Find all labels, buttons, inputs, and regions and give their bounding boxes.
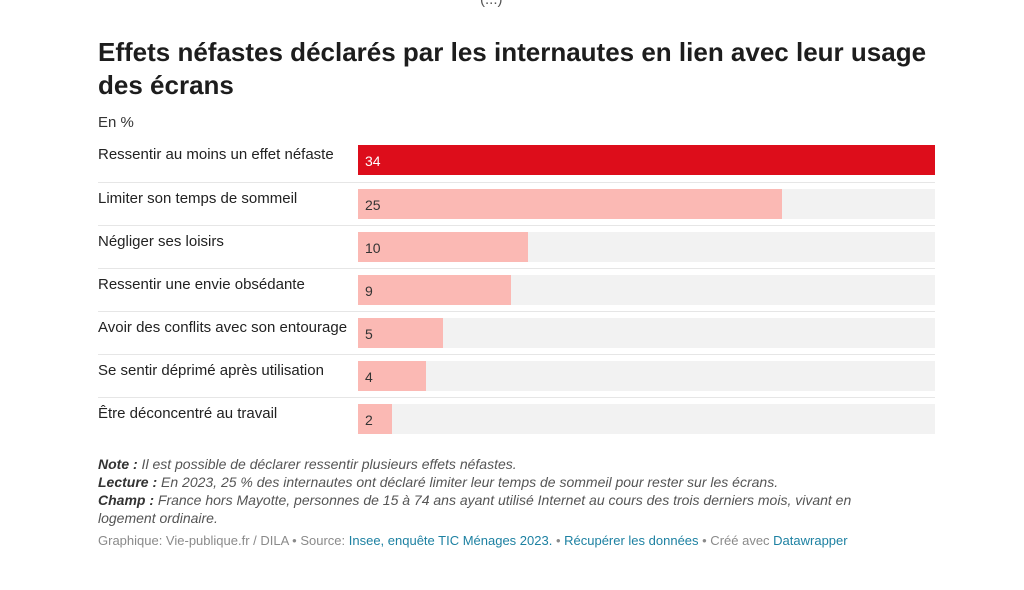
category-label: Ressentir une envie obsédante xyxy=(98,276,305,293)
bar-value-label: 34 xyxy=(365,153,381,169)
bar-track: 34 xyxy=(358,145,935,175)
credit-text: Graphique: Vie-publique.fr / DILA xyxy=(98,533,289,548)
source-link[interactable]: Insee, enquête TIC Ménages 2023. xyxy=(348,533,553,548)
chart-row: Être déconcentré au travail 2 xyxy=(98,397,935,441)
chart-row: Ressentir une envie obsédante 9 xyxy=(98,268,935,312)
lecture-line: Lecture : En 2023, 25 % des internautes … xyxy=(98,473,898,491)
category-label: Se sentir déprimé après utilisation xyxy=(98,362,324,379)
chart-title: Effets néfastes déclarés par les interna… xyxy=(98,37,927,100)
bar-track: 10 xyxy=(358,232,935,262)
bar-track: 5 xyxy=(358,318,935,348)
data-separator: • xyxy=(552,533,565,548)
category-label: Être déconcentré au travail xyxy=(98,405,278,422)
download-data-link[interactable]: Récupérer les données xyxy=(564,533,699,548)
chart-row: Négliger ses loisirs 10 xyxy=(98,225,935,269)
bar-track: 4 xyxy=(358,361,935,391)
source-separator: • Source: xyxy=(288,533,349,548)
tool-separator: • Créé avec xyxy=(698,533,774,548)
bar-value-label: 2 xyxy=(365,412,373,428)
bar-track: 2 xyxy=(358,404,935,434)
chart-notes: Note : Il est possible de déclarer resse… xyxy=(98,455,898,527)
chart-subtitle: En % xyxy=(98,114,134,131)
bar-value-label: 25 xyxy=(365,197,381,213)
category-label: Avoir des conflits avec son entourage xyxy=(98,319,348,336)
champ-text: France hors Mayotte, personnes de 15 à 7… xyxy=(98,492,852,526)
champ-line: Champ : France hors Mayotte, personnes d… xyxy=(98,491,898,527)
category-label: Ressentir au moins un effet néfaste xyxy=(98,146,334,163)
chart-row: Avoir des conflits avec son entourage 5 xyxy=(98,311,935,355)
bar-value-label: 5 xyxy=(365,326,373,342)
bar xyxy=(358,361,426,391)
chart-row: Se sentir déprimé après utilisation 4 xyxy=(98,354,935,398)
category-label: Limiter son temps de sommeil xyxy=(98,190,298,207)
bar-value-label: 4 xyxy=(365,369,373,385)
chart-footer: Graphique: Vie-publique.fr / DILA • Sour… xyxy=(98,533,978,548)
champ-label: Champ : xyxy=(98,492,154,508)
note-line: Note : Il est possible de déclarer resse… xyxy=(98,455,898,473)
bar-track: 25 xyxy=(358,189,935,219)
category-label: Négliger ses loisirs xyxy=(98,233,224,250)
bar xyxy=(358,189,782,219)
bar-value-label: 10 xyxy=(365,240,381,256)
bar xyxy=(358,232,528,262)
chart-row: Limiter son temps de sommeil 25 xyxy=(98,182,935,226)
bar xyxy=(358,145,935,175)
datawrapper-link[interactable]: Datawrapper xyxy=(773,533,848,548)
bar xyxy=(358,404,392,434)
note-label: Note : xyxy=(98,456,138,472)
bar xyxy=(358,318,443,348)
bar-track: 9 xyxy=(358,275,935,305)
bar xyxy=(358,275,511,305)
chart-row: Ressentir au moins un effet néfaste 34 xyxy=(98,139,935,182)
truncated-text: (...) xyxy=(480,0,503,8)
bar-value-label: 9 xyxy=(365,283,373,299)
lecture-text: En 2023, 25 % des internautes ont déclar… xyxy=(157,474,779,490)
note-text: Il est possible de déclarer ressentir pl… xyxy=(137,456,517,472)
lecture-label: Lecture : xyxy=(98,474,158,490)
